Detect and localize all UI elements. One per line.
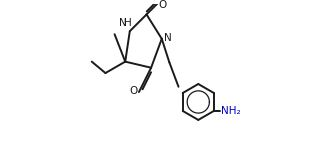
- Text: N: N: [164, 33, 171, 43]
- Text: NH₂: NH₂: [221, 106, 240, 116]
- Text: N: N: [119, 18, 127, 28]
- Text: O: O: [129, 86, 137, 96]
- Text: O: O: [159, 0, 167, 10]
- Text: H: H: [124, 18, 132, 28]
